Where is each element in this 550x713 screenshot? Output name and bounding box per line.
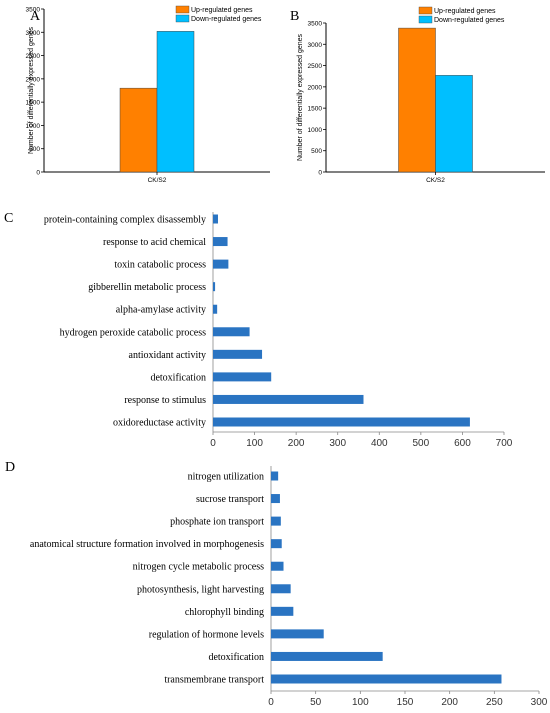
bar [271,606,294,616]
chart-b: 0 500 1000 1500 2000 2500 3000 3500 CK/S2 Number … [297,6,545,184]
x-tick-label: 250 [486,697,503,708]
bar [213,349,263,359]
legend-label: Down-regulated genes [434,17,505,24]
bar [271,561,284,571]
legend-swatch [175,14,190,23]
panel-letter-d: D [5,460,15,475]
x-tick-label: 100 [352,697,369,708]
bar [271,674,502,684]
chart-d: 0 50 100 150 200 250 300 nitrogen utilization su… [30,466,548,708]
bar [213,214,218,224]
y-tick-label: 0 [36,170,40,177]
legend-swatch [175,5,190,14]
category-label: alpha-amylase activity [116,305,206,316]
y-tick-label: 3500 [26,7,41,14]
category-label: toxin catabolic process [114,260,206,271]
y-tick-label: 500 [29,146,40,153]
category-label: regulation of hormone levels [149,629,264,640]
y-tick-label: 1000 [308,127,323,134]
bar-down [156,31,195,173]
x-tick-label: 200 [288,438,305,449]
bar [213,237,228,247]
bar [271,494,280,504]
x-tick-label: 400 [371,438,388,449]
bar [271,584,291,594]
legend-label: Up-regulated genes [434,8,496,15]
bar [271,539,282,549]
x-tick-label: 50 [310,697,322,708]
legend-label: Up-regulated genes [191,7,253,14]
bar [213,417,470,427]
bar [271,629,324,639]
x-tick-label: 200 [441,697,458,708]
x-tick-label: 0 [268,697,274,708]
category-label: antioxidant activity [129,350,206,361]
y-tick-label: 2000 [308,84,323,91]
bar [213,282,216,292]
legend-swatch [418,15,433,24]
y-axis-label: Number of differentially expressed genes [28,26,35,154]
x-tick-label: 0 [210,438,216,449]
panel-letter-c: C [4,211,13,226]
y-tick-label: 2500 [26,53,41,60]
y-tick-label: 2500 [308,63,323,70]
category-label: photosynthesis, light harvesting [137,584,264,595]
category-label: hydrogen peroxide catabolic process [60,327,206,338]
bar [213,304,218,314]
category-label: response to stimulus [124,395,206,406]
category-label: response to acid chemical [103,237,206,248]
panel-letter-b: B [290,9,299,24]
category-label: nitrogen utilization [188,472,264,483]
x-tick-label: 100 [246,438,263,449]
bar-down [435,75,473,173]
category-label: chlorophyll binding [185,607,264,618]
category-label: oxidoreductase activity [113,418,206,429]
x-tick-label: CK/S2 [426,177,445,184]
category-label: sucrose transport [196,494,264,505]
category-label: transmembrane transport [164,675,264,686]
category-label: gibberellin metabolic process [88,282,206,293]
y-tick-label: 1500 [308,106,323,113]
category-label: detoxification [208,652,264,663]
legend-label: Down-regulated genes [191,16,262,23]
category-label: anatomical structure formation involved … [30,539,264,550]
y-axis-label: Number of differentially expressed genes [297,33,304,161]
x-tick-label: 300 [329,438,346,449]
y-tick-label: 3000 [26,30,41,37]
y-tick-label: 1500 [26,100,41,107]
category-label: nitrogen cycle metabolic process [133,562,264,573]
x-tick-label: 150 [397,697,414,708]
y-tick-label: 500 [311,148,322,155]
y-tick-label: 2000 [26,76,41,83]
x-tick-label: 300 [531,697,548,708]
bar [271,471,279,481]
bar-up [119,87,158,173]
y-tick-label: 3500 [308,21,323,28]
y-tick-label: 1000 [26,123,41,130]
category-label: detoxification [150,372,206,383]
bar [271,516,281,526]
category-label: protein-containing complex disassembly [44,215,206,226]
legend-swatch [418,6,433,15]
x-tick-label: 700 [496,438,513,449]
y-tick-label: 3000 [308,42,323,49]
bar [213,327,250,337]
x-tick-label: 500 [413,438,430,449]
bar [213,372,272,382]
bar [213,259,229,269]
category-label: phosphate ion transport [170,517,264,528]
x-tick-label: 600 [454,438,471,449]
bar [271,651,383,661]
chart-a: 0 500 1000 1500 2000 2500 3000 3500 CK/S2 Number … [26,5,270,184]
bar-up [398,27,436,173]
y-tick-label: 0 [318,170,322,177]
panel-letter-a: A [30,9,41,24]
x-tick-label: CK/S2 [148,177,167,184]
bar [213,394,364,404]
chart-c: 0 100 200 300 400 500 600 700 protein-containing… [44,212,513,449]
